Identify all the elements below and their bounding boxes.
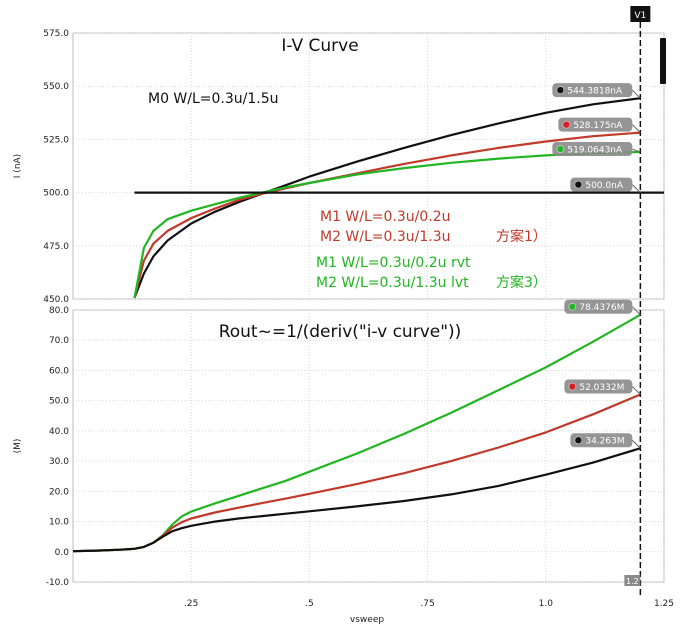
readout-dot xyxy=(562,120,571,129)
readout-dot xyxy=(568,302,577,311)
x-tick-label: 1.25 xyxy=(654,599,674,609)
cursor-tag-label: V1 xyxy=(634,11,646,21)
x-tick-label: .25 xyxy=(184,599,198,609)
cursor-readout: 528.175nA xyxy=(558,117,641,133)
chart-annotation: M2 W/L=0.3u/1.3u lvt xyxy=(316,275,469,291)
y-tick-label: 10.0 xyxy=(49,518,69,528)
cursor-tag xyxy=(630,6,651,22)
readout-box xyxy=(558,117,633,132)
cursor-readout: 78.4376M xyxy=(564,299,641,316)
readout-box xyxy=(564,299,633,314)
cursor-value-label: 1.2 xyxy=(626,577,639,586)
readout-box xyxy=(570,433,633,448)
readout-label: 528.175nA xyxy=(573,121,623,131)
readout-label: 52.0332M xyxy=(579,383,624,393)
y-tick-label: 500.0 xyxy=(43,189,69,199)
cursor-value-box xyxy=(624,575,641,586)
x-tick-label: 1.0 xyxy=(539,599,554,609)
y-tick-label: 475.0 xyxy=(43,242,69,252)
readout-box xyxy=(564,379,633,394)
readout-leader xyxy=(632,148,641,153)
chart-annotation: 方案3） xyxy=(496,274,547,291)
y-tick-label: 30.0 xyxy=(49,457,69,467)
cursor-readout: 519.0643nA xyxy=(552,142,641,157)
cursor-readout: 52.0332M xyxy=(564,379,641,395)
readout-leader xyxy=(632,306,641,316)
readout-dot xyxy=(574,436,583,444)
y-tick-label: 80.0 xyxy=(49,306,69,316)
x-axis-label: vsweep xyxy=(350,615,384,625)
y-tick-label: 0.0 xyxy=(55,548,70,558)
cursor-readout: 34.263M xyxy=(570,433,641,449)
readout-label: 78.4376M xyxy=(579,303,624,313)
readout-leader xyxy=(632,89,641,99)
readout-label: 544.3818nA xyxy=(567,87,623,97)
chart-annotation: 方案1） xyxy=(496,228,547,245)
y-tick-label: 525.0 xyxy=(43,135,69,145)
y-tick-label: 50.0 xyxy=(49,397,69,407)
chart-annotation: M0 W/L=0.3u/1.5u xyxy=(148,91,279,107)
readout-leader xyxy=(632,439,641,449)
readout-leader xyxy=(632,386,641,395)
chart-title: I-V Curve xyxy=(281,36,358,56)
readout-dot xyxy=(556,145,565,153)
cursor-readout: 544.3818nA xyxy=(552,83,641,99)
y-tick-label: 550.0 xyxy=(43,82,69,92)
cursor-readout: 500.0nA xyxy=(570,177,641,193)
chart-annotation: M1 W/L=0.3u/0.2u rvt xyxy=(316,255,471,271)
x-tick-label: .5 xyxy=(305,599,314,609)
series-line-0-0 xyxy=(133,97,641,299)
readout-box xyxy=(552,83,633,98)
readout-label: 500.0nA xyxy=(585,181,623,191)
chart-title: Rout~=1/(deriv("i-v curve")) xyxy=(219,322,462,342)
y-tick-label: 60.0 xyxy=(49,366,69,376)
readout-box xyxy=(570,177,633,192)
y-axis-label: (M) xyxy=(13,439,23,454)
chart-annotation: M1 W/L=0.3u/0.2u xyxy=(320,209,451,225)
y-tick-label: 40.0 xyxy=(49,427,69,437)
y-tick-label: 575.0 xyxy=(43,29,69,39)
readout-leader xyxy=(632,184,641,193)
x-tick-label: .75 xyxy=(420,599,434,609)
readout-dot xyxy=(574,180,583,189)
chart-annotation: M2 W/L=0.3u/1.3u xyxy=(320,229,451,245)
y-tick-label: 20.0 xyxy=(49,487,69,497)
y-axis-label: I (nA) xyxy=(13,154,23,178)
y-tick-label: 70.0 xyxy=(49,336,69,346)
readout-box xyxy=(552,142,633,157)
series-line-1-2 xyxy=(72,447,641,553)
readout-dot xyxy=(556,86,565,94)
readout-label: 34.263M xyxy=(585,437,624,447)
readout-leader xyxy=(632,124,641,133)
series-line-0-2 xyxy=(133,150,641,299)
readout-dot xyxy=(568,382,577,391)
y-tick-label: 450.0 xyxy=(43,295,69,305)
readout-label: 519.0643nA xyxy=(567,146,623,156)
scrollbar-thumb[interactable] xyxy=(660,38,666,84)
y-tick-label: -10.0 xyxy=(46,578,70,588)
